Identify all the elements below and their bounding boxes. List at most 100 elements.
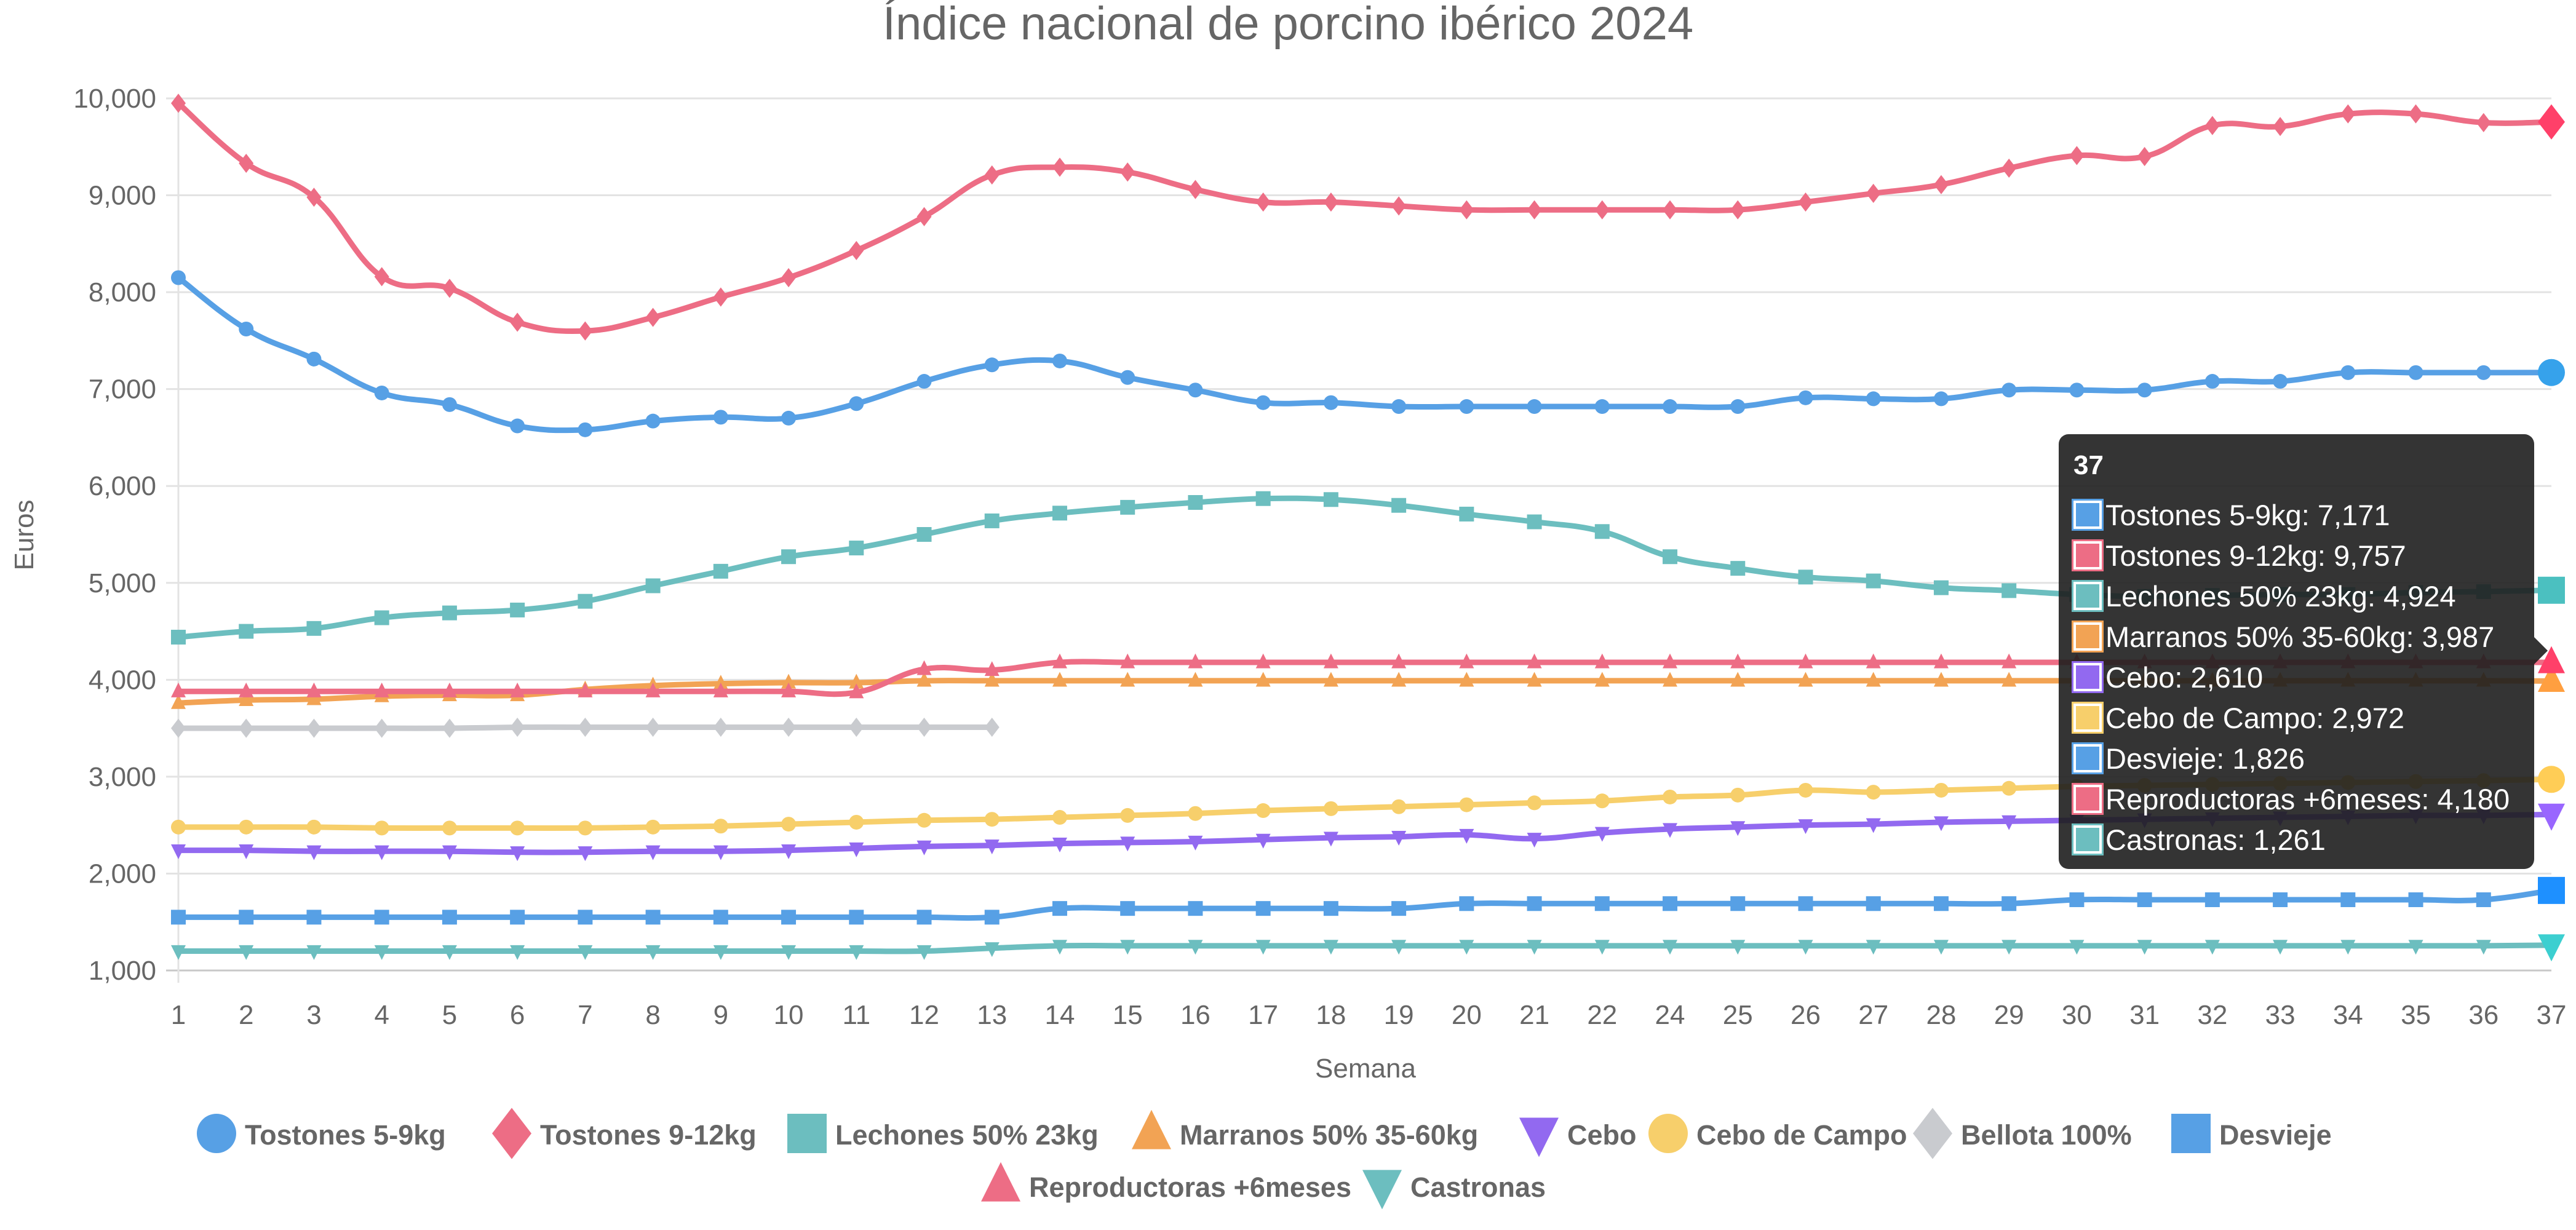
- legend-label: Cebo de Campo: [1696, 1119, 1907, 1151]
- data-point: [1663, 672, 1678, 687]
- data-point: [2002, 672, 2017, 687]
- data-point: [374, 845, 389, 860]
- data-point: [1730, 653, 1746, 669]
- data-point: [442, 397, 457, 412]
- tooltip-row: Cebo: 2,610: [2073, 657, 2519, 697]
- data-point: [1323, 801, 1338, 816]
- data-point: [713, 845, 728, 860]
- tooltip-row: Desvieje: 1,826: [2073, 738, 2519, 779]
- data-point: [1933, 896, 1949, 911]
- data-point: [645, 945, 661, 960]
- data-point: [578, 910, 593, 925]
- data-point: [1323, 901, 1338, 916]
- x-tick-label: 36: [2468, 1000, 2498, 1030]
- data-point: [984, 661, 1000, 676]
- data-point: [1798, 653, 1813, 669]
- data-point: [2538, 766, 2565, 793]
- tooltip-row: Reproductoras +6meses: 4,180: [2073, 779, 2519, 819]
- data-point: [2476, 113, 2491, 132]
- x-tick-label: 20: [1452, 1000, 1482, 1030]
- data-point: [849, 814, 864, 830]
- data-point: [1594, 793, 1610, 809]
- tooltip-color-swatch: [2073, 622, 2102, 651]
- data-point: [849, 945, 864, 960]
- tooltip-row-label: Cebo de Campo: 2,972: [2105, 701, 2404, 734]
- data-point: [1933, 175, 1949, 194]
- legend-item[interactable]: Tostones 5-9kg: [197, 1114, 446, 1153]
- data-point: [1866, 183, 1881, 204]
- data-point: [1933, 940, 1949, 955]
- legend-label: Tostones 5-9kg: [245, 1119, 446, 1151]
- data-point: [1933, 782, 1949, 798]
- data-point: [984, 910, 1000, 925]
- data-point: [1730, 561, 1746, 576]
- data-point: [374, 945, 389, 960]
- data-point: [713, 682, 728, 697]
- data-point: [306, 621, 322, 636]
- data-point: [306, 910, 322, 925]
- data-point: [171, 910, 186, 925]
- data-point: [374, 267, 389, 287]
- data-point: [1798, 819, 1813, 835]
- data-point: [1323, 192, 1338, 212]
- data-point: [510, 717, 525, 737]
- data-point: [2408, 365, 2423, 380]
- tooltip-row: Lechones 50% 23kg: 4,924: [2073, 576, 2519, 616]
- data-point: [1459, 506, 1474, 522]
- data-point: [171, 945, 186, 960]
- data-point: [1663, 549, 1678, 565]
- legend-label: Castronas: [1410, 1172, 1546, 1203]
- data-point: [1594, 524, 1610, 539]
- data-point: [645, 578, 661, 593]
- data-point: [713, 910, 728, 925]
- legend-label: Tostones 9-12kg: [540, 1119, 757, 1151]
- data-point: [1323, 672, 1338, 687]
- data-point: [239, 691, 254, 707]
- data-point: [1527, 795, 1542, 811]
- data-point: [849, 683, 864, 699]
- series-tostones-5-9kg: [171, 270, 2565, 437]
- tooltip-row: Tostones 9-12kg: 9,757: [2073, 535, 2519, 576]
- data-point: [849, 541, 864, 556]
- data-point: [849, 673, 864, 689]
- legend-item[interactable]: Cebo: [1519, 1117, 1637, 1157]
- data-point: [645, 308, 661, 327]
- data-point: [1255, 395, 1271, 410]
- data-point: [781, 268, 797, 288]
- data-point: [1933, 391, 1949, 407]
- legend-item[interactable]: Bellota 100%: [1913, 1108, 2132, 1159]
- data-point: [781, 717, 797, 737]
- x-tick-label: 11: [842, 1000, 870, 1030]
- data-point: [916, 945, 932, 960]
- data-point: [1323, 395, 1338, 410]
- data-point: [1052, 672, 1067, 687]
- legend-item[interactable]: Reproductoras +6meses: [981, 1162, 1351, 1203]
- legend-item[interactable]: Cebo de Campo: [1648, 1114, 1907, 1153]
- data-point: [578, 321, 593, 341]
- data-point: [1594, 672, 1610, 687]
- legend-item[interactable]: Lechones 50% 23kg: [787, 1114, 1099, 1153]
- data-point: [171, 844, 186, 860]
- data-point: [306, 351, 322, 367]
- legend-item[interactable]: Marranos 50% 35-60kg: [1132, 1109, 1478, 1151]
- data-point: [916, 812, 932, 828]
- legend-item[interactable]: Tostones 9-12kg: [492, 1108, 757, 1159]
- data-point: [1798, 390, 1813, 405]
- data-point: [1459, 653, 1474, 669]
- legend: Tostones 5-9kg Tostones 9-12kg Lechones 50…: [197, 1108, 2332, 1210]
- data-point: [1459, 797, 1474, 812]
- data-point: [1323, 492, 1338, 507]
- legend-marker-square: [2171, 1114, 2211, 1153]
- legend-marker-triangle: [1132, 1109, 1171, 1149]
- x-tick-label: 15: [1113, 1000, 1143, 1030]
- tooltip-row-label: Castronas: 1,261: [2105, 823, 2326, 856]
- data-point: [1798, 940, 1813, 955]
- data-point: [442, 718, 457, 738]
- x-tick-label: 26: [1791, 1000, 1821, 1030]
- x-tick-label: 24: [1655, 1000, 1685, 1030]
- data-point: [2273, 940, 2288, 955]
- legend-item[interactable]: Desvieje: [2171, 1114, 2332, 1153]
- data-point: [171, 682, 186, 697]
- legend-item[interactable]: Castronas: [1362, 1170, 1546, 1210]
